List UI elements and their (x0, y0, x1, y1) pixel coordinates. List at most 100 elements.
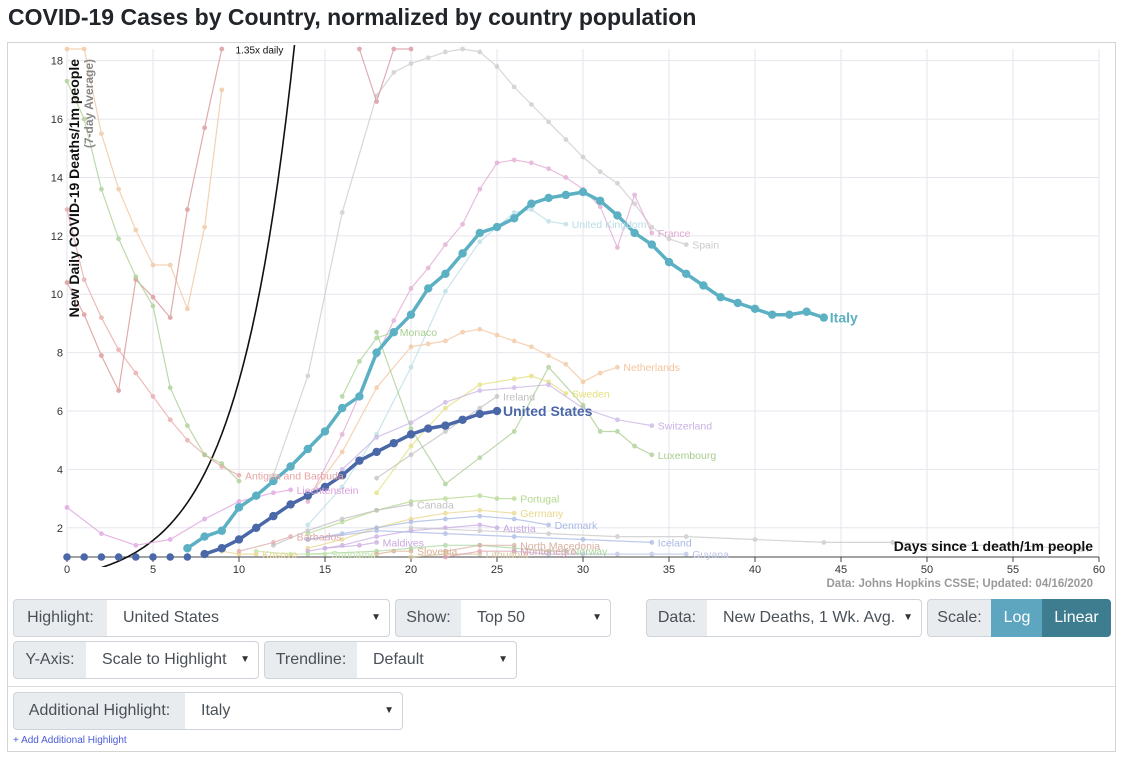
data-point (615, 551, 620, 557)
highlight-value: United States (123, 609, 220, 626)
additional-highlight-select[interactable]: Italy ▼ (185, 692, 403, 730)
data-point (511, 516, 517, 522)
data-point (443, 496, 448, 502)
x-tick-label: 50 (921, 564, 933, 576)
data-point (305, 373, 311, 379)
yaxis-select[interactable]: Scale to Highlight ▼ (86, 641, 259, 679)
add-additional-highlight-link[interactable]: + Add Additional Highlight (13, 735, 127, 746)
x-tick-label: 40 (749, 564, 761, 576)
series-label: North Macedonia (520, 540, 600, 552)
data-point (580, 551, 586, 557)
data-point (443, 516, 448, 522)
data-point (1062, 545, 1067, 551)
data-point (546, 364, 551, 370)
data-point (615, 534, 620, 539)
data-point (236, 472, 242, 478)
data-point (597, 370, 603, 376)
data-point (511, 542, 517, 548)
data-point (64, 280, 70, 285)
data-point (666, 236, 672, 242)
data-point (511, 548, 517, 554)
data-point (374, 490, 379, 496)
data-point (202, 452, 208, 458)
x-tick-label: 5 (150, 564, 156, 576)
data-point (580, 154, 586, 160)
scale-linear-button[interactable]: Linear (1042, 599, 1111, 637)
series-line (66, 48, 223, 393)
data-point (200, 549, 209, 559)
data-point (288, 487, 293, 493)
data-point (561, 190, 570, 200)
trendline-select[interactable]: Default ▼ (357, 641, 517, 679)
data-point (116, 347, 121, 353)
data-point (529, 102, 534, 107)
data-point (185, 423, 190, 429)
y-axis-sublabel: (7-day Average) (82, 59, 96, 148)
series-united-kingdom (305, 207, 569, 528)
chevron-down-icon: ▼ (592, 612, 602, 623)
series-line (341, 331, 394, 397)
data-point (546, 353, 551, 358)
data-point (529, 344, 534, 350)
data-point (81, 277, 87, 283)
data-value: New Deaths, 1 Wk. Avg. (723, 609, 896, 626)
data-point (443, 510, 448, 516)
series-label: Antigua and Barbuda (245, 470, 344, 482)
data-point (339, 449, 345, 455)
x-tick-label: 35 (663, 564, 675, 576)
data-point (133, 370, 139, 376)
data-point (441, 269, 450, 279)
data-point (563, 137, 569, 142)
data-point (527, 199, 536, 208)
baseline-point (97, 553, 106, 561)
scale-log-button[interactable]: Log (991, 599, 1043, 637)
data-point (339, 537, 345, 542)
data-point (408, 525, 414, 531)
data-point (647, 240, 656, 249)
data-point (391, 548, 397, 554)
highlight-label: Highlight: (13, 599, 108, 637)
data-point (374, 540, 379, 545)
data-source: Data: Johns Hopkins CSSE; Updated: 04/16… (827, 578, 1094, 590)
show-select[interactable]: Top 50 ▼ (461, 599, 611, 637)
data-select[interactable]: New Deaths, 1 Wk. Avg. ▼ (707, 599, 922, 637)
show-value: Top 50 (477, 609, 526, 626)
data-point (546, 166, 551, 172)
data-point (372, 348, 381, 357)
data-point (389, 438, 398, 448)
series-label: Iran (1071, 543, 1089, 555)
chevron-down-icon: ▼ (384, 705, 394, 716)
series-line (307, 544, 566, 555)
data-point (494, 64, 500, 69)
series-label: Denmark (555, 520, 598, 532)
data-point (563, 221, 569, 227)
data-point (494, 525, 500, 531)
data-point (615, 429, 620, 434)
data-point (632, 201, 637, 207)
data-point (99, 531, 104, 537)
data-point (580, 537, 586, 542)
data-point (613, 211, 622, 220)
data-point (494, 394, 500, 399)
data-point (425, 265, 431, 271)
data-point (338, 471, 347, 480)
highlight-select[interactable]: United States ▼ (107, 599, 390, 637)
data-point (357, 542, 362, 548)
data-point (81, 116, 87, 122)
data-point (597, 429, 603, 434)
yaxis-label: Y-Axis: (13, 641, 87, 679)
data-point (357, 46, 362, 52)
data-point (458, 249, 467, 258)
series-label: Maldives (383, 537, 424, 549)
data-point (443, 542, 448, 548)
data-point (477, 548, 483, 554)
data-point (219, 46, 225, 52)
x-tick-label: 0 (64, 564, 70, 576)
data-point (649, 230, 655, 236)
data-point (563, 361, 569, 367)
data-point (477, 513, 483, 519)
data-point (217, 544, 226, 553)
series-label: Slovenia (417, 546, 457, 558)
baseline-point (149, 553, 157, 561)
data-point (64, 504, 70, 510)
